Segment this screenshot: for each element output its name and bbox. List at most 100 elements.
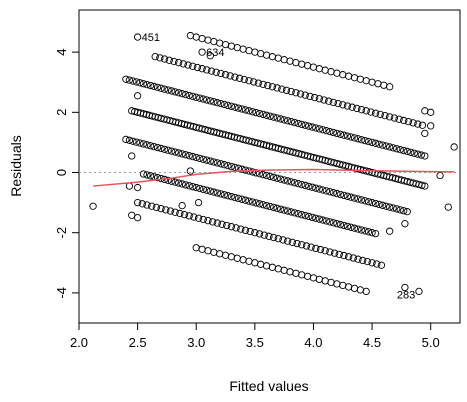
data-point xyxy=(286,268,294,276)
data-point xyxy=(350,284,359,293)
data-point xyxy=(362,287,370,296)
data-point xyxy=(262,51,271,59)
data-point xyxy=(361,136,369,145)
data-point xyxy=(217,99,225,108)
data-point xyxy=(280,56,288,64)
data-point xyxy=(143,80,151,89)
data-point xyxy=(305,182,313,191)
data-point xyxy=(396,206,404,214)
data-point xyxy=(259,201,267,209)
data-point xyxy=(414,150,422,158)
data-point xyxy=(274,54,282,62)
data-point xyxy=(344,283,353,291)
data-point xyxy=(184,61,192,69)
data-point xyxy=(315,215,323,223)
data-point xyxy=(386,227,394,235)
data-point xyxy=(133,214,142,222)
data-point xyxy=(373,260,381,268)
data-point xyxy=(301,91,309,99)
data-point xyxy=(273,114,281,122)
data-point xyxy=(245,257,253,265)
data-point xyxy=(375,140,383,148)
data-point xyxy=(396,145,404,154)
data-point xyxy=(298,60,306,68)
data-point xyxy=(216,250,224,258)
data-point xyxy=(266,172,274,181)
data-point xyxy=(255,109,264,118)
data-point xyxy=(248,168,257,176)
data-point xyxy=(333,220,341,228)
data-point xyxy=(380,81,388,89)
data-point xyxy=(190,213,198,221)
data-point xyxy=(153,143,162,152)
data-point xyxy=(356,286,365,294)
data-point xyxy=(362,77,370,85)
data-point xyxy=(390,114,399,122)
data-point xyxy=(198,65,206,73)
data-point xyxy=(403,147,411,156)
data-point xyxy=(393,205,401,213)
data-point xyxy=(129,137,137,145)
data-point xyxy=(194,214,203,222)
data-point xyxy=(125,136,134,144)
data-point xyxy=(354,225,362,233)
data-point xyxy=(245,77,253,85)
data-point xyxy=(167,147,176,155)
data-point xyxy=(343,222,352,231)
data-point xyxy=(266,202,274,211)
data-point xyxy=(138,200,146,208)
data-point xyxy=(287,87,295,96)
y-tick-label: 4 xyxy=(54,49,69,56)
data-point xyxy=(326,248,334,256)
data-point xyxy=(160,85,169,93)
data-point xyxy=(315,275,323,284)
data-point xyxy=(204,247,212,255)
data-point xyxy=(268,263,277,271)
data-point xyxy=(400,207,408,215)
data-point xyxy=(143,141,151,149)
data-point xyxy=(178,150,186,158)
data-point xyxy=(234,194,243,203)
data-point xyxy=(381,111,389,120)
data-point xyxy=(371,109,380,117)
data-point xyxy=(217,69,225,78)
data-point xyxy=(321,247,329,255)
data-point xyxy=(276,115,285,123)
data-point xyxy=(357,105,366,114)
data-point xyxy=(210,37,218,46)
data-point xyxy=(282,86,291,95)
data-point xyxy=(400,146,408,155)
y-axis-title: Residuals xyxy=(8,135,24,196)
data-point xyxy=(417,151,425,159)
data-point xyxy=(250,78,258,86)
y-tick-label: 2 xyxy=(54,109,69,116)
data-point xyxy=(266,112,274,120)
data-point xyxy=(421,129,429,138)
points-layer xyxy=(89,31,458,296)
data-point xyxy=(132,138,141,146)
data-point xyxy=(199,215,207,224)
data-point xyxy=(133,92,142,100)
data-point xyxy=(189,62,197,70)
data-point xyxy=(241,226,250,234)
data-point xyxy=(170,57,178,66)
data-point xyxy=(174,149,183,157)
data-point xyxy=(259,170,267,179)
data-point xyxy=(305,212,313,221)
data-point xyxy=(444,203,452,211)
x-tick-label: 4.0 xyxy=(304,335,322,350)
data-point xyxy=(203,156,211,164)
y-tick-label: -4 xyxy=(54,287,69,299)
x-tick-label: 3.0 xyxy=(187,335,205,350)
data-point xyxy=(326,218,334,226)
data-point xyxy=(401,220,409,228)
data-point xyxy=(157,84,165,92)
data-point xyxy=(308,123,316,131)
data-point xyxy=(206,97,214,105)
data-point xyxy=(185,212,193,220)
data-point xyxy=(171,208,179,216)
data-point xyxy=(182,151,190,159)
data-point xyxy=(204,36,212,44)
data-point xyxy=(375,200,383,209)
data-point xyxy=(344,253,353,261)
